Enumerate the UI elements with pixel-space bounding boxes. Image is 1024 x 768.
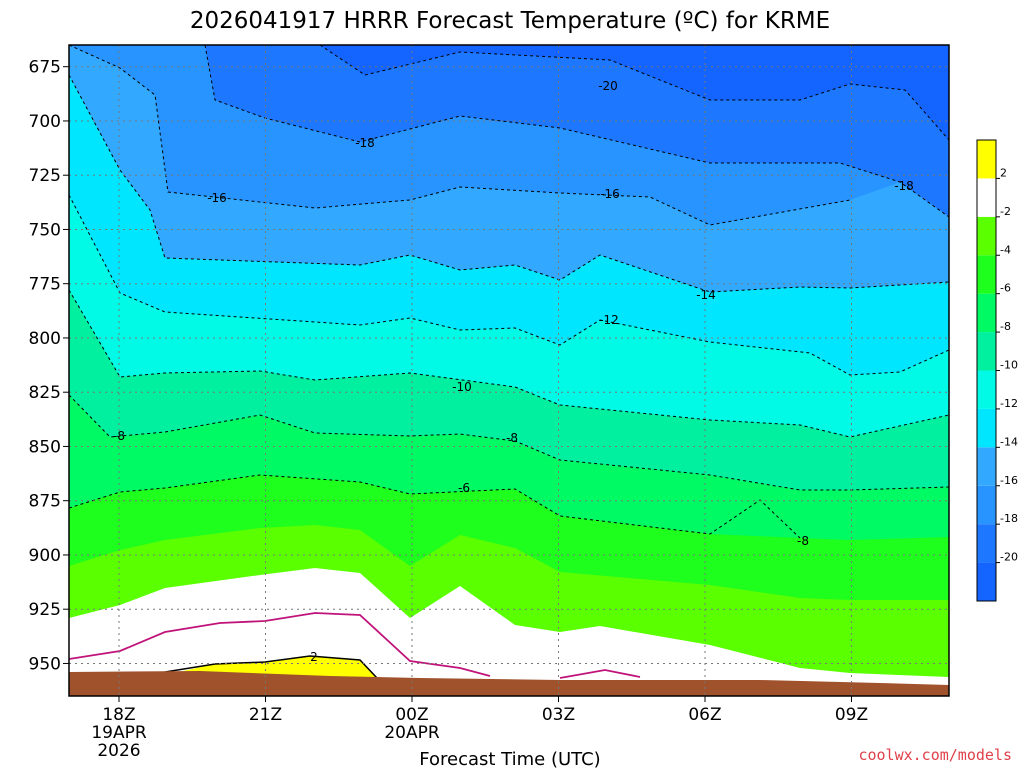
y-tick-label: 850 bbox=[29, 437, 61, 457]
grid bbox=[69, 45, 949, 696]
x-tick-label: 09Z bbox=[835, 705, 868, 725]
colorbar-tick-label: -2 bbox=[1000, 205, 1011, 218]
dashed-isotherms bbox=[69, 45, 949, 539]
x-tick-label: 21Z bbox=[249, 705, 282, 725]
colorbar: 2 -2 -4 -6 -8 -10 -12 -14 -16 -18 -20 bbox=[976, 139, 1018, 602]
y-tick-label: 700 bbox=[29, 112, 61, 132]
x-tick-sublabel: 20APR bbox=[384, 723, 440, 743]
contour-label-3: -16 bbox=[207, 191, 227, 205]
contour-label-6: -14 bbox=[696, 288, 716, 302]
contour-label-7: -12 bbox=[599, 313, 619, 327]
colorbar-tick-label: 2 bbox=[1000, 166, 1007, 179]
y-axis: 675 700 725 750 775 800 825 850 875 900 925 950 bbox=[29, 58, 69, 674]
contour-label-11: -8 bbox=[797, 534, 809, 548]
y-tick-label: 800 bbox=[29, 329, 61, 349]
x-tick-label: 06Z bbox=[688, 705, 721, 725]
y-tick-label: 875 bbox=[29, 492, 61, 512]
x-tick-label: 03Z bbox=[542, 705, 575, 725]
terrain bbox=[69, 671, 949, 696]
colorbar-tick-label: -18 bbox=[1000, 512, 1018, 525]
colorbar-tick-label: -20 bbox=[1000, 551, 1018, 564]
colorbar-tick-label: -14 bbox=[1000, 435, 1018, 448]
y-tick-label: 750 bbox=[29, 220, 61, 240]
colorbar-tick-label: -6 bbox=[1000, 282, 1011, 295]
colorbar-swatch bbox=[977, 408, 996, 448]
dewpoint-line-2 bbox=[559, 669, 641, 679]
colorbar-tick-label: -8 bbox=[1000, 320, 1011, 333]
colorbar-swatch bbox=[977, 562, 996, 601]
x-axis-label: Forecast Time (UTC) bbox=[419, 749, 600, 768]
colorbar-swatch bbox=[977, 485, 996, 525]
contour-labels: -20 -18 -16 -16 -18 -14 -12 -10 -8 -8 -8… bbox=[113, 79, 914, 664]
contour-label-4: -16 bbox=[600, 187, 620, 201]
y-tick-label: 825 bbox=[29, 383, 61, 403]
contour-fields bbox=[69, 45, 949, 696]
y-tick-label: 725 bbox=[29, 166, 61, 186]
colorbar-swatch bbox=[977, 524, 996, 563]
y-tick-label: 900 bbox=[29, 546, 61, 566]
colorbar-tick-label: -12 bbox=[1000, 397, 1018, 410]
contour-label-10: -8 bbox=[506, 431, 518, 445]
y-tick-label: 775 bbox=[29, 275, 61, 295]
dewpoint-line bbox=[69, 612, 491, 677]
plot-frame bbox=[68, 44, 950, 697]
x-tick-label: 00Z bbox=[395, 705, 428, 725]
credit-label: coolwx.com/models bbox=[858, 746, 1012, 764]
colorbar-swatch bbox=[977, 332, 996, 371]
chart-title: 2026041917 HRRR Forecast Temperature (ºC… bbox=[190, 8, 830, 34]
isotherm-2 bbox=[164, 655, 378, 679]
x-tick-year: 2026 bbox=[97, 741, 140, 761]
colorbar-swatch bbox=[977, 255, 996, 294]
contour-label-13: 2 bbox=[310, 650, 318, 664]
contour-label-12: -6 bbox=[458, 481, 470, 495]
colorbar-swatch bbox=[977, 293, 996, 333]
y-tick-label: 925 bbox=[29, 600, 61, 620]
contour-label-9: -8 bbox=[113, 429, 125, 443]
x-tick-label: 18Z bbox=[102, 705, 135, 725]
colorbar-swatch bbox=[977, 370, 996, 409]
contour-label-5: -18 bbox=[894, 179, 914, 193]
y-tick-label: 950 bbox=[29, 654, 61, 674]
colorbar-swatch bbox=[977, 140, 996, 179]
colorbar-swatch bbox=[977, 447, 996, 486]
colorbar-tick-label: -16 bbox=[1000, 474, 1018, 487]
x-tick-sublabel: 19APR bbox=[91, 723, 147, 743]
y-tick-label: 675 bbox=[29, 58, 61, 78]
colorbar-swatch bbox=[977, 216, 996, 256]
contour-label-8: -10 bbox=[452, 380, 472, 394]
colorbar-tick-label: -4 bbox=[1000, 243, 1011, 256]
colorbar-swatch bbox=[977, 178, 996, 217]
contour-label-2: -18 bbox=[355, 136, 375, 150]
colorbar-tick-label: -10 bbox=[1000, 359, 1018, 372]
contour-label-1: -20 bbox=[598, 79, 618, 93]
